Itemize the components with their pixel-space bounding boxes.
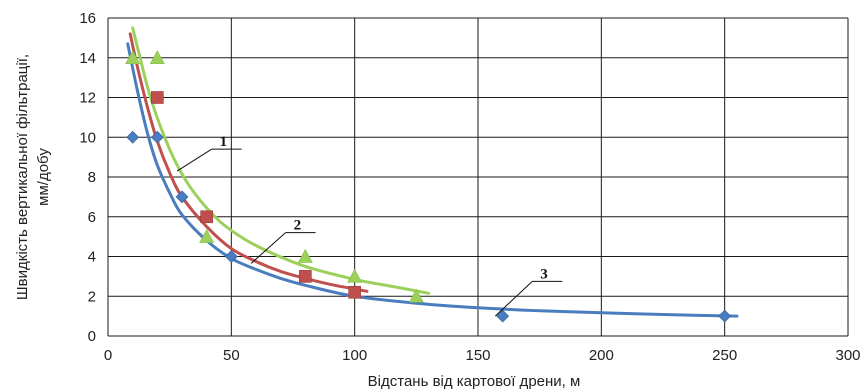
- leader-line-2: [250, 232, 286, 264]
- fit-curves: [126, 26, 739, 318]
- diamond-marker: [224, 250, 238, 263]
- curve-labels: 3 2 1: [176, 134, 563, 317]
- diamond-marker: [150, 130, 164, 144]
- x-tick-label: 150: [465, 347, 490, 364]
- x-axis-title: Відстань від картової дрени, м: [368, 373, 581, 390]
- grid-layer: [107, 17, 849, 337]
- triangle-marker: [199, 228, 215, 243]
- y-axis-title-line-2: мм/добу: [35, 148, 52, 206]
- y-tick-label: 10: [79, 129, 96, 146]
- diamond-marker: [126, 130, 140, 144]
- triangle-marker: [297, 248, 313, 263]
- x-tick-label: 0: [104, 347, 112, 364]
- square-marker: [299, 270, 312, 283]
- y-tick-label: 8: [88, 169, 96, 186]
- x-tick-label: 50: [223, 347, 240, 364]
- y-tick-label: 14: [79, 50, 96, 67]
- fit-curve-2: [128, 32, 369, 293]
- triangle-marker: [125, 50, 141, 65]
- y-tick-label: 4: [88, 249, 96, 266]
- y-tick-label: 0: [88, 328, 96, 345]
- triangle-marker: [149, 50, 165, 65]
- y-tick-label: 6: [88, 209, 96, 226]
- fit-curve-3: [126, 42, 739, 318]
- fit-curve-1: [131, 26, 431, 295]
- diamond-marker: [718, 309, 732, 323]
- x-tick-label: 100: [342, 347, 367, 364]
- triangle-marker: [347, 268, 363, 283]
- triangle-marker: [408, 288, 424, 303]
- square-marker: [348, 285, 361, 299]
- leader-line-1: [176, 148, 212, 172]
- diamond-marker: [175, 190, 189, 204]
- x-tick-label: 300: [835, 347, 860, 364]
- curve-label-1: 1: [220, 134, 228, 150]
- leader-line-3: [494, 280, 533, 317]
- y-tick-label: 12: [79, 90, 96, 107]
- y-tick-label: 16: [79, 10, 96, 27]
- x-tick-label: 250: [712, 347, 737, 364]
- curve-label-2: 2: [294, 218, 302, 234]
- diamond-marker: [496, 309, 510, 323]
- x-tick-label: 200: [589, 347, 614, 364]
- data-points: [125, 50, 732, 323]
- y-axis-title-line-1: Швидкість вертикальної фільтрації,: [14, 54, 31, 300]
- square-marker: [151, 91, 164, 104]
- curve-label-3: 3: [540, 266, 548, 282]
- y-tick-label: 2: [88, 288, 96, 305]
- square-marker: [200, 210, 213, 224]
